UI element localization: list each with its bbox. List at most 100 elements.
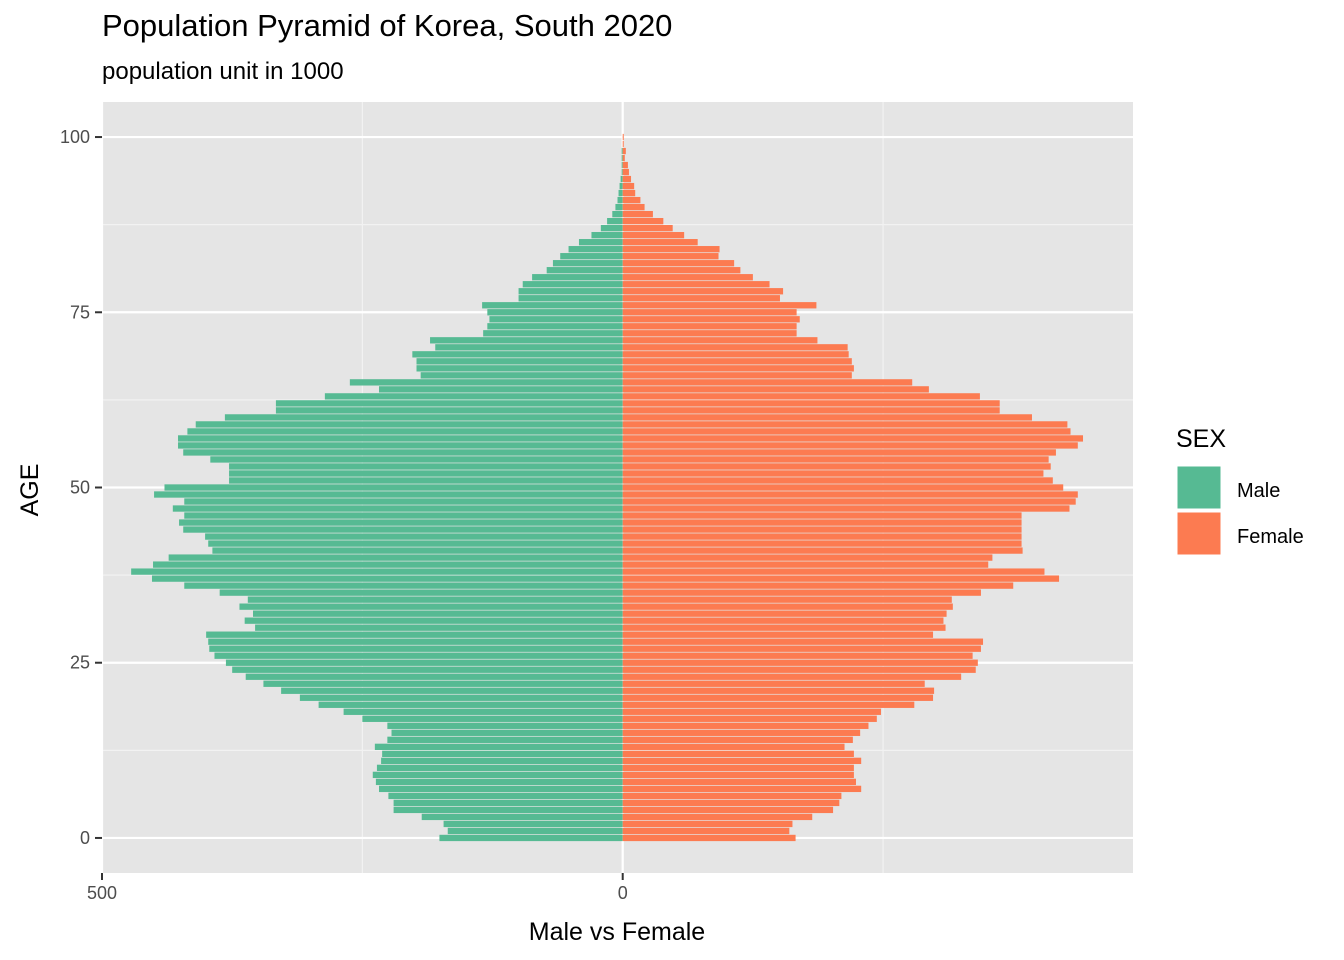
- bar-male: [255, 624, 623, 631]
- bar-female: [622, 610, 947, 617]
- bar-female: [622, 274, 753, 281]
- bar-male: [375, 778, 623, 786]
- bar-male: [387, 722, 623, 729]
- bar-female: [622, 715, 877, 722]
- bar-male: [343, 708, 623, 715]
- bar-male: [208, 540, 623, 547]
- bar-male: [178, 442, 623, 449]
- bar-female: [622, 253, 719, 260]
- bar-female: [622, 189, 636, 197]
- bar-male: [381, 757, 623, 765]
- y-tick-label: 25: [70, 653, 90, 673]
- female-bars: [622, 133, 1084, 842]
- bar-female: [622, 498, 1076, 505]
- bar-female: [622, 428, 1071, 435]
- bar-male: [214, 652, 623, 659]
- bar-male: [546, 267, 623, 274]
- bar-male: [349, 379, 623, 386]
- bar-female: [622, 750, 854, 757]
- bar-male: [195, 421, 623, 428]
- legend-key-female: [1176, 511, 1222, 556]
- bar-female: [622, 519, 1022, 526]
- bar-female: [622, 161, 628, 169]
- bar-male: [253, 610, 623, 617]
- bar-female: [622, 645, 981, 652]
- bar-male: [447, 827, 623, 835]
- chart-title: Population Pyramid of Korea, South 2020: [102, 8, 673, 43]
- bar-male: [600, 225, 623, 232]
- bar-male: [184, 498, 623, 505]
- bar-female: [622, 785, 862, 793]
- chart-subtitle: population unit in 1000: [102, 58, 344, 85]
- bar-male: [183, 526, 623, 533]
- x-tick-label: 500: [87, 883, 117, 903]
- bar-male: [393, 799, 623, 807]
- bar-female: [622, 225, 673, 232]
- bar-female: [622, 533, 1022, 540]
- bar-male: [621, 154, 623, 162]
- bar-female: [622, 575, 1060, 582]
- bar-female: [622, 764, 854, 772]
- bar-male: [518, 288, 623, 295]
- bar-female: [622, 806, 834, 814]
- bar-male: [483, 330, 623, 337]
- bar-male: [552, 260, 623, 267]
- bar-female: [622, 547, 1023, 554]
- bar-female: [622, 295, 780, 302]
- bar-male: [168, 554, 623, 561]
- bar-female: [622, 168, 629, 176]
- bar-female: [622, 316, 800, 323]
- bar-male: [421, 813, 623, 821]
- bar-female: [622, 196, 641, 204]
- bar-female: [622, 582, 1014, 589]
- bar-female: [622, 154, 625, 162]
- bar-female: [622, 638, 984, 645]
- bar-male: [164, 484, 623, 491]
- bar-male: [379, 386, 623, 393]
- bar-male: [153, 561, 623, 568]
- bar-male: [299, 694, 623, 701]
- y-tick-label: 100: [60, 127, 90, 147]
- bar-female: [622, 210, 653, 218]
- bar-female: [622, 407, 1000, 414]
- bar-female: [622, 778, 856, 786]
- bar-male: [219, 589, 623, 596]
- bar-male: [362, 715, 623, 722]
- bar-male: [183, 449, 623, 456]
- bar-female: [622, 687, 935, 694]
- bar-female: [622, 729, 861, 736]
- bar-female: [622, 330, 797, 337]
- bar-female: [622, 680, 925, 687]
- bar-female: [622, 372, 852, 379]
- male-bars: [131, 147, 623, 842]
- bar-male: [275, 407, 623, 414]
- bar-female: [622, 666, 976, 673]
- legend-label-female: Female: [1237, 526, 1304, 548]
- bar-male: [372, 771, 623, 779]
- bar-female: [622, 673, 962, 680]
- x-axis-title: Male vs Female: [529, 918, 705, 946]
- bar-female: [622, 708, 881, 715]
- bar-female: [622, 365, 854, 372]
- bar-female: [622, 617, 944, 624]
- bar-male: [184, 512, 623, 519]
- bar-female: [622, 540, 1022, 547]
- bar-female: [622, 526, 1022, 533]
- bar-male: [232, 666, 623, 673]
- bar-female: [622, 603, 953, 610]
- legend: SEX Male Female: [1176, 425, 1304, 556]
- bar-male: [416, 358, 623, 365]
- bar-female: [622, 771, 854, 779]
- bar-female: [622, 133, 624, 141]
- bar-female: [622, 834, 796, 842]
- bar-female: [622, 414, 1032, 421]
- bar-male: [388, 792, 623, 800]
- bar-male: [324, 393, 623, 400]
- bar-male: [225, 659, 623, 666]
- bar-male: [621, 147, 623, 155]
- bar-female: [622, 722, 869, 729]
- bar-male: [391, 729, 623, 736]
- bar-male: [247, 596, 623, 603]
- bar-female: [622, 568, 1045, 575]
- bar-female: [622, 505, 1070, 512]
